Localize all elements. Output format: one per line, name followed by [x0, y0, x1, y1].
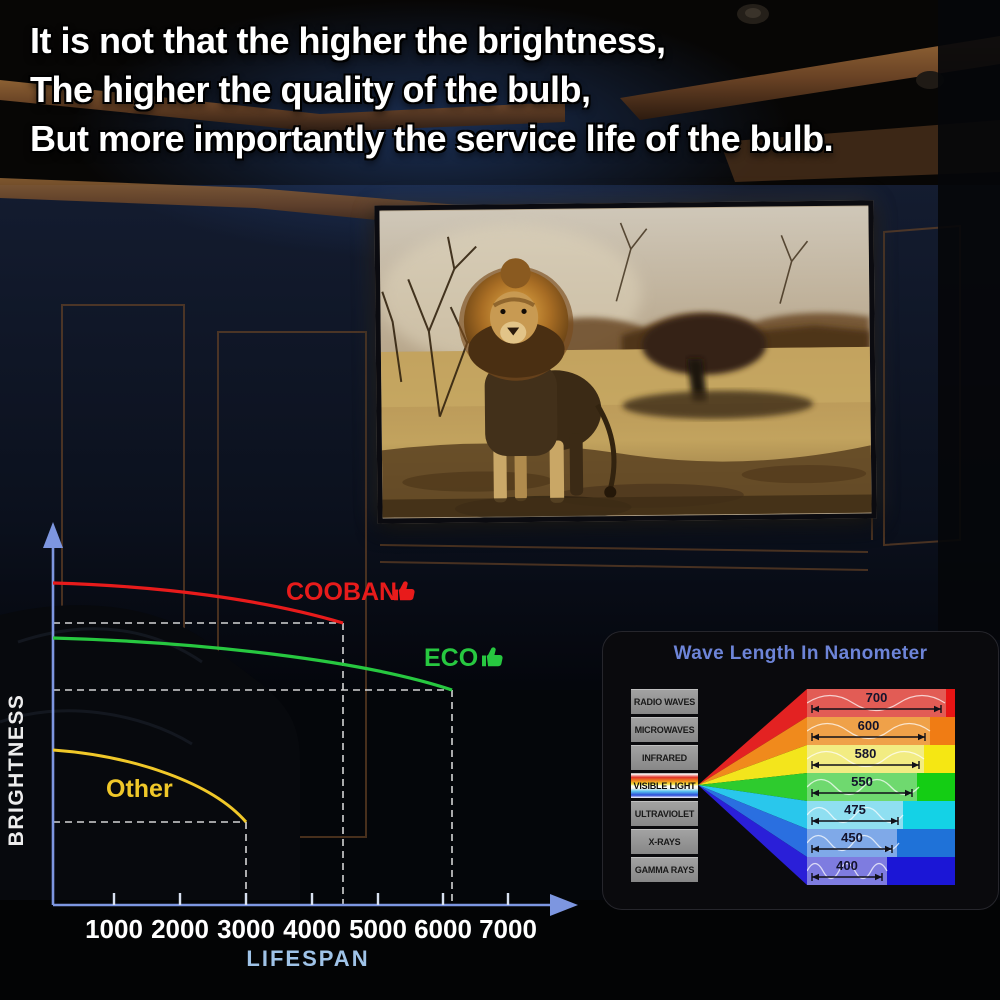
- wavelength-row-700: [807, 689, 955, 717]
- wavelength-value: 475: [844, 802, 866, 817]
- x-ticks: [112, 893, 510, 905]
- wavelength-row-400: [807, 857, 955, 885]
- x-tick-label: 5000: [349, 914, 407, 944]
- other-label: Other: [106, 775, 173, 803]
- x-tick-label: 1000: [85, 914, 143, 944]
- wavelength-rows: 700 600 580 550 475 450 400: [807, 689, 955, 885]
- headline-line-1: It is not that the higher the brightness…: [30, 20, 666, 61]
- headline: It is not that the higher the brightness…: [30, 16, 834, 163]
- x-tick-label: 4000: [283, 914, 341, 944]
- wavelength-row-450: [807, 829, 955, 857]
- wavelength-row-580: [807, 745, 955, 773]
- cooban-label: COOBAN: [286, 578, 397, 606]
- wavelength-value: 580: [854, 746, 877, 761]
- lion-figure: [454, 258, 632, 519]
- x-axis-label: LIFESPAN: [246, 946, 369, 971]
- wavelength-value: 550: [851, 774, 873, 789]
- thumbs-up-icon: [394, 581, 415, 601]
- wavelength-panel: Wave Length In Nanometer RADIO WAVES MIC…: [602, 631, 999, 910]
- wavelength-value: 600: [857, 718, 880, 733]
- y-axis-label: BRIGHTNESS: [5, 694, 28, 847]
- dashed-guides: [53, 622, 453, 905]
- wavelength-row-550: [807, 773, 955, 801]
- wavelength-value: 700: [865, 690, 888, 705]
- wave-and-measure-overlay: [807, 694, 946, 881]
- projector-screen: [374, 200, 877, 524]
- em-band-x-rays: X-RAYS: [631, 829, 698, 854]
- eco-label: ECO: [424, 644, 478, 672]
- axes: [43, 522, 578, 916]
- other-curve: [52, 748, 248, 823]
- wavelength-value: 450: [841, 830, 863, 845]
- wavelength-value: 400: [836, 858, 858, 873]
- spectrum-fan: [698, 689, 807, 885]
- x-tick-label: 7000: [479, 914, 537, 944]
- headline-line-2: The higher the quality of the bulb,: [30, 69, 591, 110]
- em-band-radio-waves: RADIO WAVES: [631, 689, 698, 714]
- headline-line-3: But more importantly the service life of…: [30, 118, 834, 159]
- em-band-infrared: INFRARED: [631, 745, 698, 770]
- wavelength-row-600: [807, 717, 955, 745]
- cooban-curve: [52, 581, 344, 625]
- x-tick-label: 6000: [414, 914, 472, 944]
- em-band-microwaves: MICROWAVES: [631, 717, 698, 742]
- brightness-lifespan-chart: 1000 2000 3000 4000 5000 6000 7000 BRIGH…: [5, 522, 578, 971]
- thumbs-up-icon: [482, 647, 503, 667]
- x-tick-label: 2000: [151, 914, 209, 944]
- x-tick-labels: 1000 2000 3000 4000 5000 6000 7000: [85, 914, 537, 944]
- x-tick-label: 3000: [217, 914, 275, 944]
- em-band-visible-light: VISIBLE LIGHT: [631, 773, 698, 798]
- em-band-ultraviolet: ULTRAVIOLET: [631, 801, 698, 826]
- wavelength-panel-title: Wave Length In Nanometer: [673, 643, 928, 664]
- lion-image: [379, 206, 872, 519]
- eco-curve: [52, 636, 453, 692]
- em-band-gamma-rays: GAMMA RAYS: [631, 857, 698, 882]
